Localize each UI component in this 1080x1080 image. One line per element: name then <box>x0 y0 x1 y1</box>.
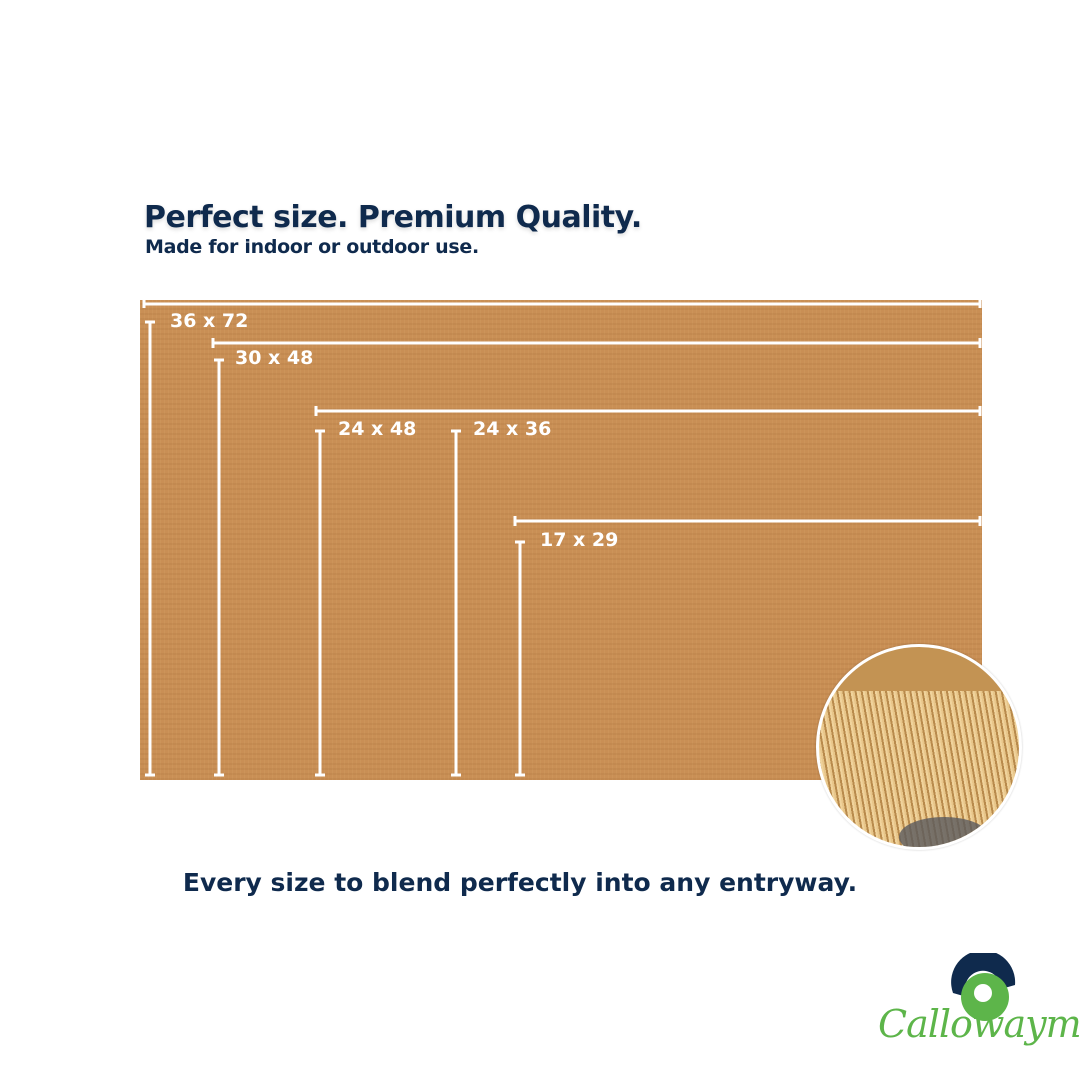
brand-logo-text: Callowaymills <box>878 1002 1080 1046</box>
headline: Perfect size. Premium Quality. <box>144 200 642 235</box>
size-line-24x36 <box>451 429 461 777</box>
tagline: Every size to blend perfectly into any e… <box>182 868 858 897</box>
size-label-24x36: 24 x 36 <box>473 418 552 440</box>
coir-doormat-image: 36 x 72 30 x 48 24 x 48 24 x 36 17 x 29 <box>140 300 982 780</box>
subheadline: Made for indoor or outdoor use. <box>145 236 479 258</box>
brand-logo-mark <box>951 953 1016 1021</box>
size-line-17x29 <box>513 516 982 777</box>
size-line-36x72 <box>142 300 982 777</box>
size-guide-lines <box>142 300 982 777</box>
size-label-17x29: 17 x 29 <box>540 529 619 551</box>
size-line-30x48 <box>211 338 982 777</box>
size-line-24x48 <box>314 406 982 777</box>
size-label-24x48: 24 x 48 <box>338 418 417 440</box>
coir-fiber-closeup-image <box>816 644 1022 850</box>
size-label-36x72: 36 x 72 <box>170 310 249 332</box>
size-label-30x48: 30 x 48 <box>235 347 314 369</box>
